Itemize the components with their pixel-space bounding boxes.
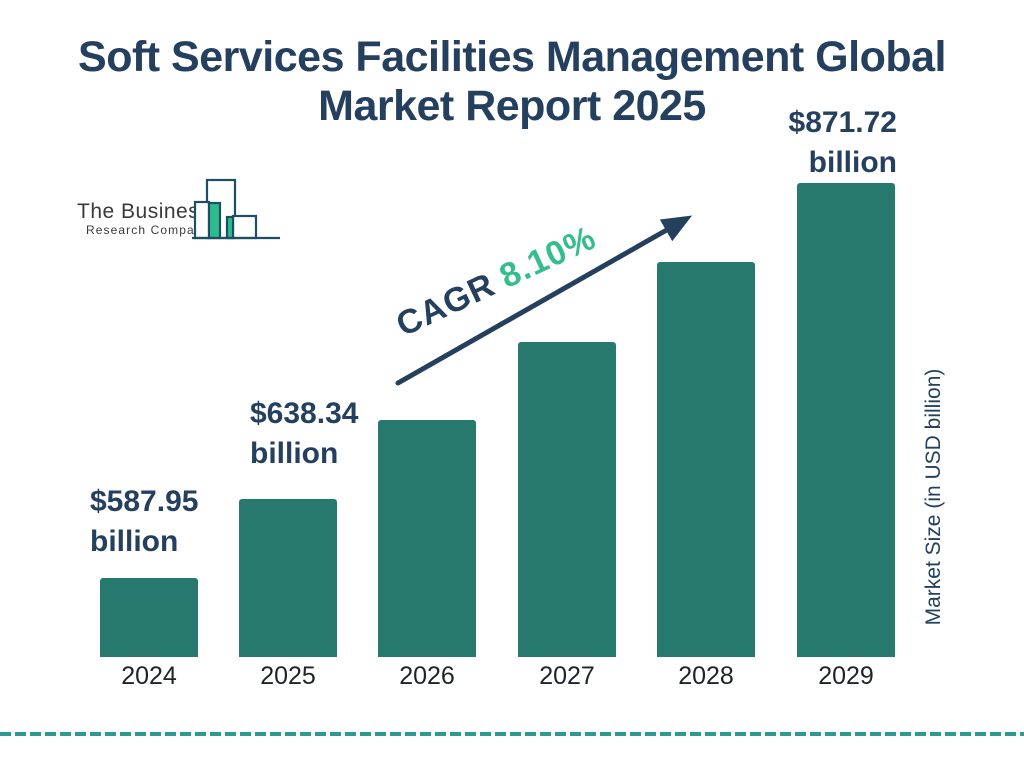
bar-2024 xyxy=(100,578,198,657)
value-label-2025: $638.34 billion xyxy=(250,394,358,474)
value-label-2025-amount: $638.34 xyxy=(250,397,359,430)
bar-2028 xyxy=(657,262,755,657)
value-label-2025-unit: billion xyxy=(250,437,339,470)
value-label-2024-unit: billion xyxy=(90,525,179,558)
x-axis-tick-2026: 2026 xyxy=(399,662,455,690)
bar-2027 xyxy=(518,342,616,657)
x-axis-tick-2028: 2028 xyxy=(678,662,734,690)
y-axis-label: Market Size (in USD billion) xyxy=(922,368,945,626)
value-label-2029-unit: billion xyxy=(808,146,897,179)
logo-name-line1: The Business xyxy=(77,200,211,223)
x-axis-tick-2029: 2029 xyxy=(818,662,874,690)
bar-2029 xyxy=(797,183,895,657)
page-title-line1: Soft Services Facilities Management Glob… xyxy=(78,33,946,81)
x-axis-tick-2025: 2025 xyxy=(260,662,316,690)
value-label-2024: $587.95 billion xyxy=(90,482,198,562)
logo-name-line2: Research Company xyxy=(86,223,210,237)
dashed-divider-line xyxy=(0,732,1024,736)
x-axis-tick-2024: 2024 xyxy=(121,662,177,690)
bar-2026 xyxy=(378,420,476,657)
cagr-annotation: CAGR8.10% xyxy=(391,219,603,345)
cagr-value: 8.10% xyxy=(493,218,602,296)
value-label-2029-amount: $871.72 xyxy=(788,106,897,139)
x-axis-tick-2027: 2027 xyxy=(539,662,595,690)
cagr-label: CAGR xyxy=(390,265,501,345)
page-title-line2: Market Report 2025 xyxy=(318,82,706,130)
logo-bar-chart-icon xyxy=(192,178,280,240)
value-label-2024-amount: $587.95 xyxy=(90,485,199,518)
bar-2025 xyxy=(239,499,337,657)
page-title: Soft Services Facilities Management Glob… xyxy=(0,33,1024,131)
value-label-2029: $871.72 billion xyxy=(697,103,897,183)
